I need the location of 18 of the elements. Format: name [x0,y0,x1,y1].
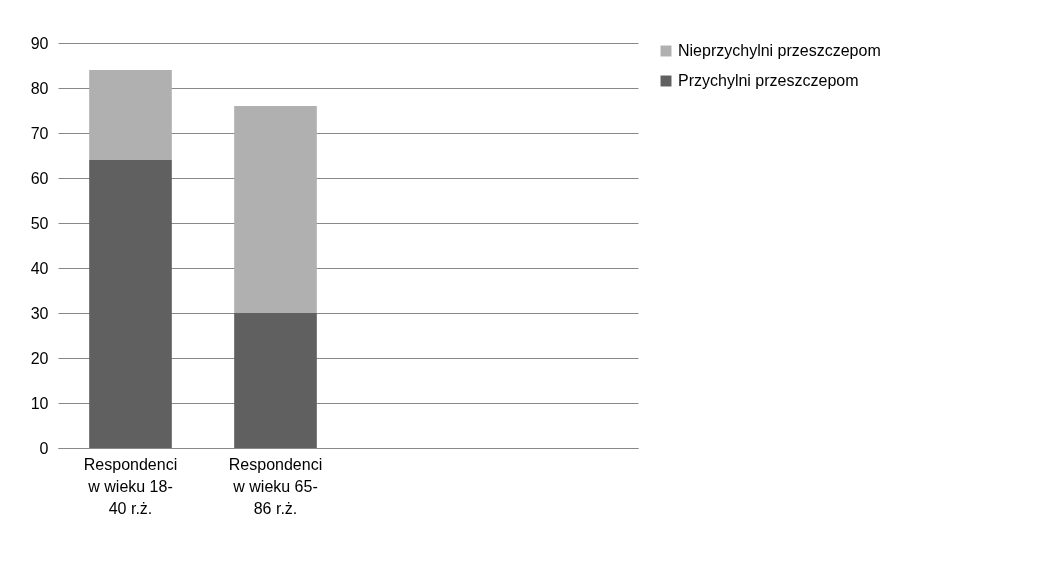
y-tick-label: 50 [30,214,49,232]
x-tick-label: Respondenci w wieku 18-40 r.ż. [83,455,178,517]
legend-label: Nieprzychylni przeszczepom [678,42,881,59]
bar [89,160,172,448]
y-tick-label: 40 [30,259,49,277]
y-tick-label: 10 [30,394,49,412]
legend-label: Przychylni przeszczepom [678,72,859,89]
y-tick-label: 90 [30,34,49,52]
bar [89,70,172,160]
y-tick-label: 70 [30,124,49,142]
bar [234,313,317,448]
y-tick-label: 30 [30,304,49,322]
bar [234,106,317,313]
x-tick-label: Respondenci w wieku 65-86 r.ż. [228,455,323,517]
y-tick-label: 80 [30,79,49,97]
y-tick-label: 20 [30,349,49,367]
y-tick-label: 60 [30,169,49,187]
y-tick-label: 0 [39,439,49,457]
